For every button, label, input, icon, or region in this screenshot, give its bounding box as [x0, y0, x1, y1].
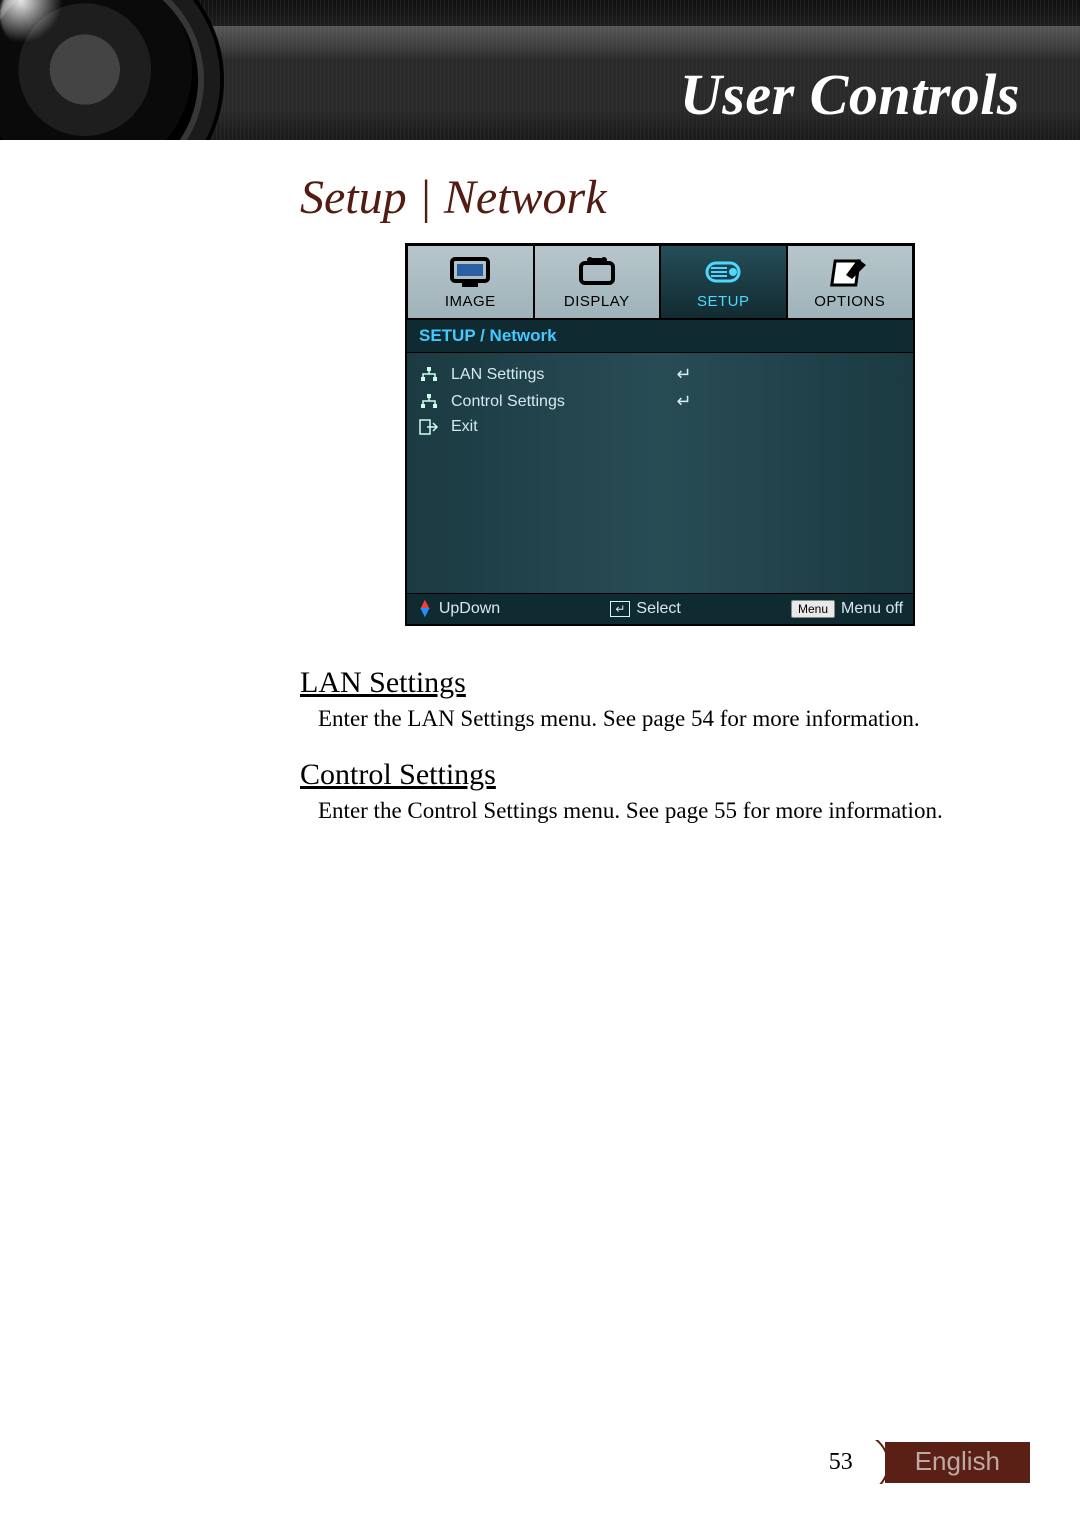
lens-ornament [0, 0, 220, 140]
osd-panel: IMAGE DISPLAY SETUP OPTIONS [405, 243, 915, 626]
osd-tab-image[interactable]: IMAGE [407, 245, 534, 319]
display-icon [575, 255, 619, 289]
text-lan: Enter the LAN Settings menu. See page 54… [318, 706, 1020, 732]
hint-menuoff: Menu off [841, 600, 903, 618]
osd-tab-label: OPTIONS [814, 293, 885, 310]
subhead-lan: LAN Settings [300, 666, 1020, 700]
osd-body: LAN Settings ↵ Control Settings ↵ Exit [407, 353, 913, 593]
enter-icon: ↵ [673, 364, 695, 385]
osd-breadcrumb: SETUP / Network [407, 319, 913, 353]
text-control: Enter the Control Settings menu. See pag… [318, 798, 1020, 824]
hint-select: Select [636, 600, 680, 618]
osd-tab-setup[interactable]: SETUP [660, 245, 787, 319]
osd-tab-label: DISPLAY [564, 293, 630, 310]
page-banner: User Controls [0, 0, 1080, 140]
osd-item-lan[interactable]: LAN Settings ↵ [419, 361, 901, 388]
footer-arc [851, 1440, 885, 1484]
osd-tabs: IMAGE DISPLAY SETUP OPTIONS [407, 245, 913, 319]
osd-item-control[interactable]: Control Settings ↵ [419, 388, 901, 415]
page-number: 53 [829, 1449, 853, 1476]
hint-updown: UpDown [439, 600, 500, 618]
osd-item-label: Control Settings [451, 393, 661, 411]
osd-item-label: LAN Settings [451, 366, 661, 384]
page-footer: 53 English [829, 1440, 1030, 1484]
osd-tab-display[interactable]: DISPLAY [534, 245, 661, 319]
osd-hint-bar: ▲▼ UpDown ↵ Select Menu Menu off [407, 593, 913, 624]
osd-tab-options[interactable]: OPTIONS [787, 245, 914, 319]
exit-icon [419, 419, 439, 435]
monitor-icon [448, 255, 492, 289]
menu-keycap: Menu [791, 600, 835, 618]
network-icon [419, 394, 439, 410]
subhead-control: Control Settings [300, 758, 1020, 792]
banner-title: User Controls [680, 61, 1020, 128]
network-icon [419, 367, 439, 383]
osd-item-exit[interactable]: Exit [419, 415, 901, 439]
osd-item-label: Exit [451, 418, 661, 436]
options-icon [828, 255, 872, 289]
updown-arrows-icon: ▲▼ [417, 601, 433, 617]
enter-key-icon: ↵ [610, 601, 630, 617]
page-heading: Setup | Network [300, 170, 1020, 225]
osd-tab-label: SETUP [697, 293, 750, 310]
osd-tab-label: IMAGE [445, 293, 496, 310]
setup-icon [701, 255, 745, 289]
enter-icon: ↵ [673, 391, 695, 412]
footer-language: English [885, 1442, 1030, 1483]
